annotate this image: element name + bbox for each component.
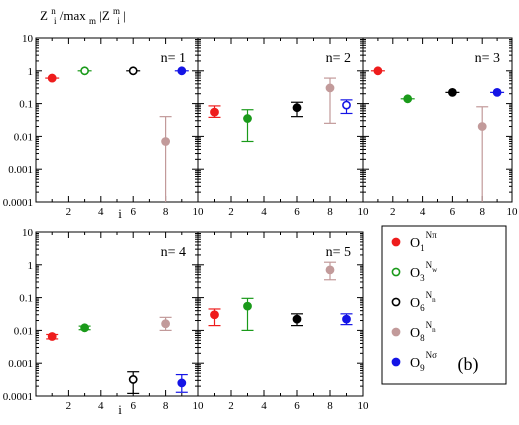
- data-point-O1: [373, 66, 383, 76]
- data-point-O1: [210, 107, 219, 117]
- data-point-O3: [80, 66, 89, 76]
- panel-label: n= 1: [161, 51, 186, 66]
- legend-label-O9: O9Nσ: [410, 350, 437, 373]
- panel-label: n= 4: [161, 245, 186, 260]
- y-tick-label: 0.0001: [3, 197, 33, 209]
- legend: O1Nπ O3Nw O6Nn O8Nn O9Nσ: [381, 225, 507, 385]
- legend-marker-O8: [391, 327, 401, 337]
- x-axis-label-left: i: [118, 206, 122, 221]
- title-sup2: m: [113, 6, 120, 16]
- legend-label-O6: O6Nn: [410, 290, 436, 313]
- title-sub2: m: [89, 16, 96, 26]
- panel-label: n= 3: [475, 51, 500, 66]
- x-tick-label: 2: [228, 206, 234, 218]
- x-tick-label: 2: [228, 400, 234, 412]
- panel-label: n= 5: [326, 245, 351, 260]
- x-tick-label: 10: [507, 206, 519, 218]
- x-tick-label: 6: [130, 400, 136, 412]
- legend-label-O1: O1Nπ: [410, 230, 437, 253]
- panel-3: 2 4 6 8 10 n= 3: [362, 37, 519, 218]
- title-sub3: i: [117, 16, 120, 26]
- panel-1: 0.0001 0.001 0.01 0.1 1 10 2 4 6 8 10 n= 1: [3, 33, 204, 218]
- data-point-O1: [210, 310, 219, 320]
- data-point-O9: [492, 87, 502, 97]
- panel-5: 2 4 6 8 10 n= 5: [197, 231, 370, 412]
- legend-marker-O3: [391, 267, 401, 277]
- panels-group: 0.0001 0.001 0.01 0.1 1 10 2 4 6 8 10 n= 1 2 4 6 8 10 n= …: [3, 33, 518, 412]
- panel-label: n= 2: [326, 51, 351, 66]
- y-tick-label: 0.0001: [3, 391, 33, 403]
- y-tick-label: 10: [22, 227, 34, 239]
- title-sub1: i: [54, 16, 57, 26]
- data-point-O1: [47, 332, 57, 341]
- data-point-O3: [80, 323, 89, 333]
- y-tick-label: 0.01: [14, 131, 33, 143]
- y-tick-label: 0.001: [8, 164, 33, 176]
- data-point-O3: [403, 94, 413, 104]
- title-sup1: n: [51, 6, 56, 16]
- data-point-O8: [325, 265, 335, 275]
- data-point-O8: [161, 319, 170, 329]
- data-point-O8: [161, 137, 170, 146]
- x-tick-label: 10: [358, 206, 370, 218]
- x-tick-label: 2: [390, 206, 396, 218]
- y-tick-label: 0.001: [8, 358, 33, 370]
- y-tick-label: 0.01: [14, 325, 33, 337]
- data-point-O9: [342, 314, 351, 324]
- figure-title: Z n i /max m |Z m i |: [40, 2, 126, 27]
- x-tick-label: 8: [327, 400, 333, 412]
- x-tick-label: 8: [163, 206, 169, 218]
- panel-4: 0.0001 0.001 0.01 0.1 1 10 2 4 6 8 10 n= 4: [3, 227, 204, 412]
- data-point-O6: [447, 87, 457, 97]
- data-point-O9: [177, 66, 187, 76]
- x-axis-label-bottom: i: [118, 402, 122, 417]
- legend-label-O3: O3Nw: [410, 260, 438, 283]
- x-tick-label: 10: [193, 206, 205, 218]
- x-tick-label: 2: [66, 206, 72, 218]
- legend-label-O8: O8Nn: [410, 320, 436, 343]
- data-point-O3: [243, 301, 252, 311]
- panel-2: 2 4 6 8 10 n= 2: [197, 37, 370, 218]
- figure-tag: (b): [458, 354, 479, 375]
- x-tick-label: 8: [163, 400, 169, 412]
- title-mid: /max: [60, 8, 86, 23]
- x-tick-label: 10: [193, 400, 205, 412]
- legend-frame: [381, 225, 507, 385]
- data-point-O3: [243, 114, 252, 123]
- x-tick-label: 6: [294, 206, 300, 218]
- y-tick-label: 10: [22, 33, 34, 45]
- data-point-O1: [47, 73, 57, 83]
- y-tick-label: 1: [28, 66, 34, 78]
- data-point-O8: [325, 83, 335, 93]
- x-tick-label: 6: [294, 400, 300, 412]
- title-base: Z: [40, 8, 48, 23]
- legend-marker-O6: [391, 297, 401, 307]
- x-tick-label: 4: [98, 400, 104, 412]
- data-point-O9: [177, 378, 187, 388]
- data-point-O9: [342, 100, 351, 110]
- x-tick-label: 6: [450, 206, 456, 218]
- x-tick-label: 4: [98, 206, 104, 218]
- x-tick-label: 6: [130, 206, 136, 218]
- y-tick-label: 1: [28, 260, 34, 272]
- x-tick-label: 8: [327, 206, 333, 218]
- data-point-O8: [477, 122, 487, 131]
- data-point-O6: [292, 314, 302, 324]
- data-point-O6: [128, 66, 138, 76]
- x-tick-label: 4: [420, 206, 426, 218]
- x-tick-label: 2: [66, 400, 72, 412]
- legend-marker-O9: [391, 357, 401, 367]
- y-tick-label: 0.1: [19, 99, 33, 111]
- data-point-O6: [292, 103, 302, 113]
- y-tick-label: 0.1: [19, 293, 33, 305]
- title-mid2: |Z: [99, 8, 110, 23]
- x-tick-label: 4: [261, 206, 267, 218]
- title-end: |: [123, 8, 126, 23]
- x-tick-label: 8: [479, 206, 485, 218]
- x-tick-label: 4: [261, 400, 267, 412]
- legend-marker-O1: [391, 237, 401, 247]
- data-point-O6: [128, 375, 138, 384]
- x-tick-label: 10: [358, 400, 370, 412]
